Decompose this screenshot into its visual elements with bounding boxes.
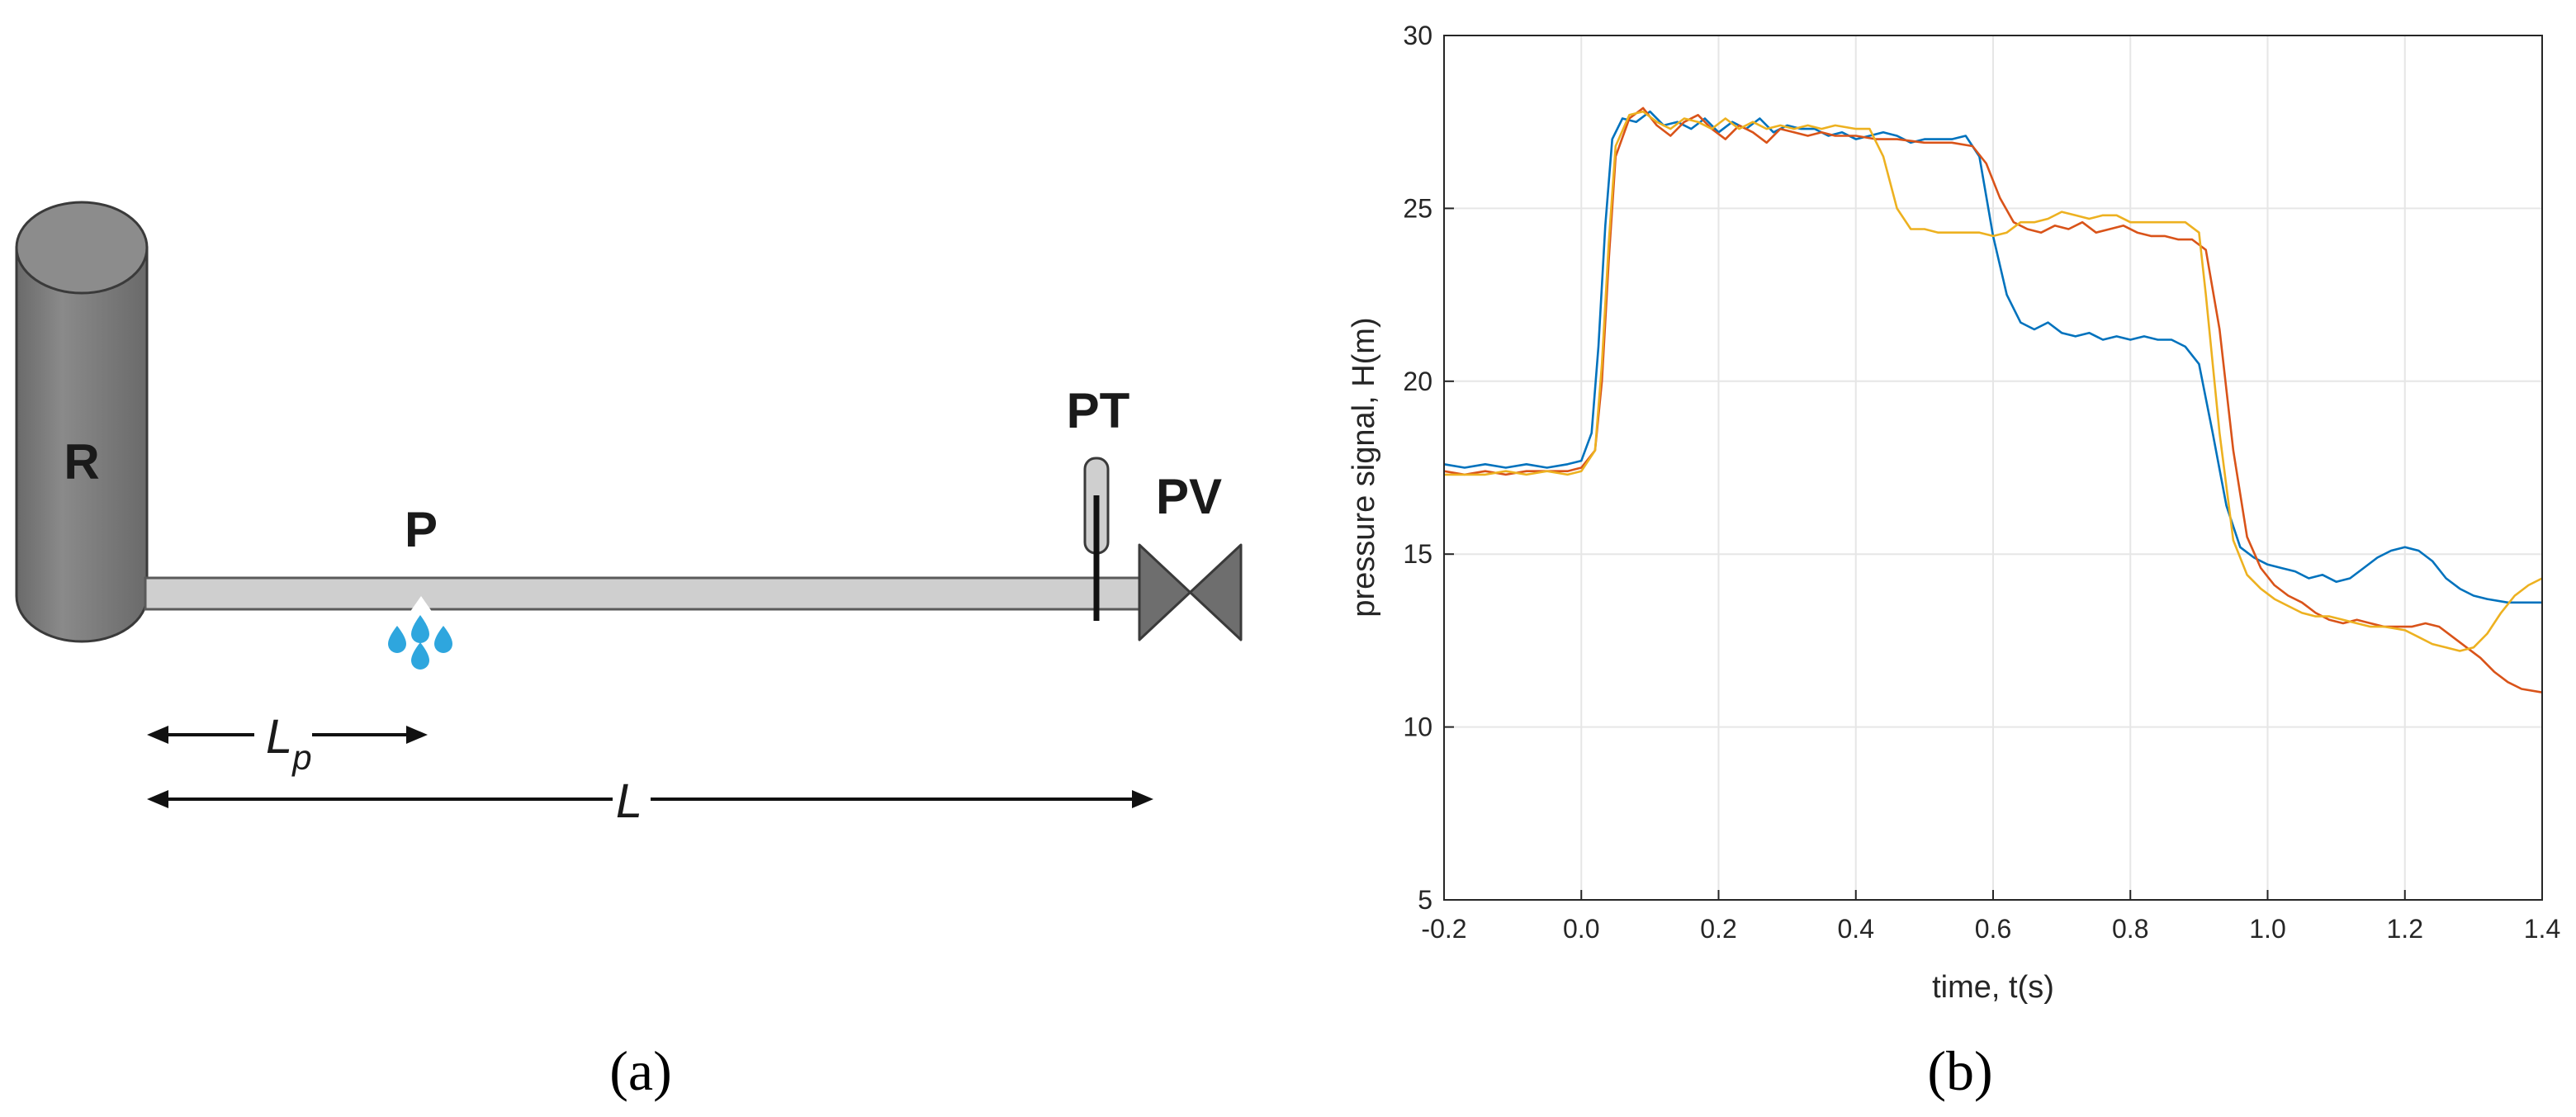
x-tick-label: 1.0 [2249,914,2285,944]
water-drops-icon [388,615,452,670]
reservoir: R [17,202,147,641]
x-tick-label: 0.4 [1838,914,1874,944]
reservoir-label: R [64,434,99,490]
valve-label: PV [1156,469,1222,524]
y-tick-label: 5 [1418,885,1432,915]
x-tick-label: 0.8 [2112,914,2148,944]
x-tick-label: 0.6 [1975,914,2011,944]
x-axis-label: time, t(s) [1932,970,2054,1005]
y-tick-label: 15 [1403,539,1432,569]
caption-b: (b) [1927,1039,1992,1102]
pipe-length-label: L [616,774,642,828]
pipe-length-arrow [147,790,1153,808]
leak-label: P [405,502,438,557]
y-tick-label: 10 [1403,712,1432,742]
pressure-chart: -0.2 0.0 0.2 0.4 0.6 0.8 1.0 1.2 1.4 5 10 15 20 25 30… [1347,21,2560,1102]
y-axis-label: pressure signal, H(m) [1347,317,1381,617]
valve-icon: PV [1139,469,1241,640]
x-tick-label: -0.2 [1421,914,1466,944]
x-tick-label: 1.2 [2387,914,2423,944]
y-tick-label: 25 [1403,193,1432,223]
x-tick-label: 1.4 [2524,914,2560,944]
y-tick-label: 20 [1403,367,1432,396]
pipeline-schematic: R P PT PV [17,202,1241,1102]
transducer-label: PT [1067,383,1130,438]
caption-a: (a) [609,1039,671,1102]
x-tick-label: 0.2 [1700,914,1736,944]
x-tick-label: 0.0 [1563,914,1599,944]
leak-distance-label: Lp [266,710,312,777]
pipe [145,578,1143,609]
y-tick-label: 30 [1403,21,1432,50]
